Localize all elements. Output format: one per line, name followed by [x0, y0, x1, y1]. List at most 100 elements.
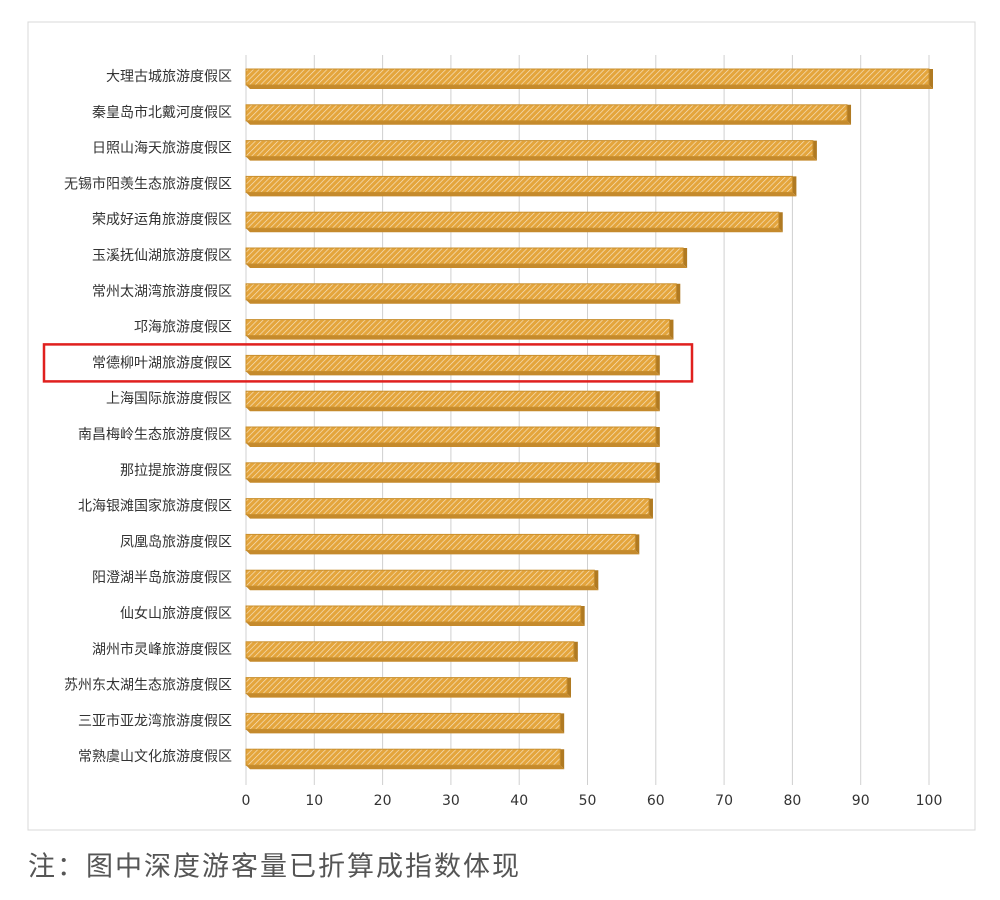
- y-tick-label: 阳澄湖半岛旅游度假区: [92, 570, 232, 586]
- y-tick-label: 常熟虞山文化旅游度假区: [78, 749, 232, 765]
- bar: [245, 211, 780, 229]
- x-tick-label: 0: [242, 793, 251, 809]
- bar-bottom: [246, 443, 660, 447]
- highlight-box: [42, 343, 694, 383]
- y-tick-label: 玉溪抚仙湖旅游度假区: [92, 248, 232, 264]
- y-tick-label: 三亚市亚龙湾旅游度假区: [78, 712, 232, 729]
- y-tick-label: 凤凰岛旅游度假区: [120, 534, 232, 550]
- bar-group: [245, 390, 660, 412]
- bar-group: [245, 462, 660, 483]
- y-tick-label: 无锡市阳羡生态旅游度假区: [64, 175, 232, 192]
- bar-group: [245, 283, 681, 304]
- bar-group: [245, 104, 852, 125]
- bar: [245, 247, 684, 265]
- bar-bottom: [246, 156, 817, 161]
- bar-bottom: [246, 478, 660, 483]
- bar-group: [245, 533, 640, 555]
- bar-side: [669, 319, 674, 340]
- bar-bottom: [246, 693, 572, 698]
- bar-bottom: [246, 228, 783, 233]
- y-tick-label: 湖州市灵峰旅游度假区: [92, 641, 232, 658]
- y-tick-label: 常州太湖湾旅游度假区: [92, 283, 232, 300]
- bar-bottom: [246, 514, 653, 519]
- x-tick-label: 100: [916, 793, 943, 809]
- bar: [245, 533, 636, 551]
- bar-side: [594, 570, 599, 591]
- bar: [245, 283, 677, 301]
- bar: [245, 354, 657, 372]
- bar-bottom: [246, 299, 681, 304]
- x-tick-label: 80: [783, 793, 801, 809]
- bar-group: [245, 426, 660, 447]
- bar-bottom: [246, 264, 688, 268]
- bar-group: [245, 605, 585, 626]
- y-tick-label: 上海国际旅游度假区: [106, 391, 232, 407]
- y-tick-label: 常德柳叶湖旅游度假区: [92, 354, 232, 371]
- bar-group: [245, 319, 674, 340]
- bar-side: [655, 427, 660, 447]
- bar-bottom: [246, 85, 933, 89]
- bar: [245, 140, 814, 158]
- bar-side: [560, 749, 565, 770]
- x-tick-label: 40: [510, 793, 528, 809]
- bar-bottom: [246, 407, 660, 412]
- bar-group: [245, 712, 565, 734]
- y-tick-label: 秦皇岛市北戴河度假区: [92, 104, 232, 121]
- x-tick-label: 50: [579, 793, 597, 809]
- bar-side: [573, 641, 578, 662]
- bar-group: [245, 677, 572, 698]
- bar: [245, 569, 595, 587]
- bar-side: [676, 283, 681, 304]
- x-tick-label: 20: [374, 793, 392, 809]
- bar: [245, 68, 930, 86]
- bar-side: [635, 534, 640, 555]
- bar-bottom: [246, 120, 852, 125]
- bar: [245, 605, 582, 623]
- bar-bottom: [246, 657, 578, 662]
- bar-side: [929, 69, 933, 89]
- bar-group: [245, 498, 653, 519]
- bar-group: [245, 140, 817, 161]
- x-tick-label: 10: [305, 793, 323, 809]
- y-tick-label: 仙女山旅游度假区: [120, 605, 232, 622]
- bar: [245, 498, 650, 516]
- bar-side: [655, 462, 660, 483]
- bar-group: [245, 354, 660, 376]
- bar-group: [245, 641, 578, 662]
- bar-bottom: [246, 622, 585, 626]
- bar-side: [580, 606, 585, 626]
- bar-group: [245, 211, 783, 233]
- bar-side: [792, 176, 797, 197]
- bar: [245, 462, 657, 480]
- bar-bottom: [246, 586, 599, 591]
- bar-bottom: [246, 371, 660, 376]
- y-tick-label: 南昌梅岭生态旅游度假区: [78, 427, 232, 443]
- bar: [245, 319, 670, 337]
- y-tick-label: 苏州东太湖生态旅游度假区: [64, 678, 232, 694]
- bar-bottom: [246, 192, 797, 197]
- bar-group: [245, 247, 688, 268]
- bar-side: [812, 140, 817, 161]
- y-tick-label: 荣成好运角旅游度假区: [92, 212, 232, 228]
- x-tick-label: 90: [852, 793, 870, 809]
- bar-side: [560, 713, 565, 734]
- bar: [245, 641, 575, 659]
- x-tick-label: 60: [647, 793, 665, 809]
- bar-group: [245, 175, 797, 197]
- y-tick-label: 北海银滩国家旅游度假区: [78, 498, 232, 515]
- y-tick-label: 邛海旅游度假区: [134, 320, 232, 336]
- bar: [245, 677, 568, 695]
- x-tick-label: 70: [715, 793, 733, 809]
- footnote: 注：图中深度游客量已折算成指数体现: [28, 852, 521, 883]
- bar: [245, 712, 561, 730]
- bar-group: [245, 569, 599, 591]
- bar: [245, 390, 657, 408]
- y-tick-label: 日照山海天旅游度假区: [92, 141, 232, 157]
- y-tick-label: 那拉提旅游度假区: [120, 463, 232, 479]
- bar-bottom: [246, 550, 640, 555]
- bar: [245, 175, 793, 193]
- bar-bottom: [246, 335, 674, 340]
- bar-side: [567, 677, 572, 698]
- bar-group: [245, 68, 933, 89]
